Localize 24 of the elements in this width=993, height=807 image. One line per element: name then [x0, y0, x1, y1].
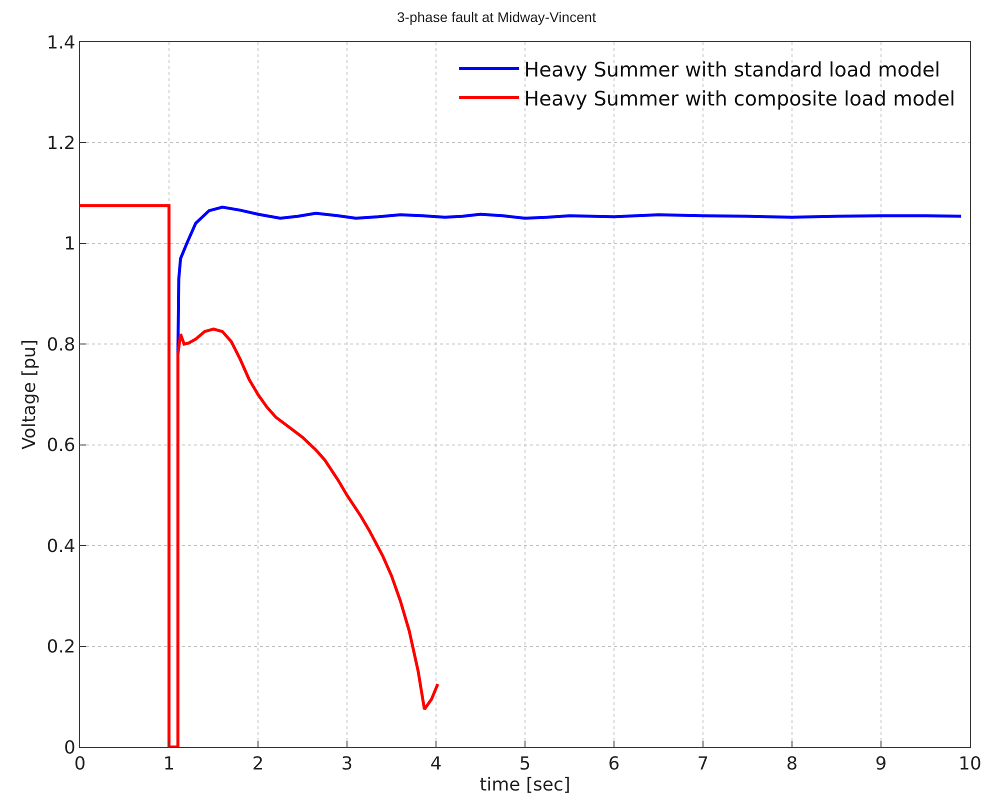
y-tick-label: 0.8: [46, 334, 76, 356]
legend-label: Heavy Summer with composite load model: [524, 86, 956, 110]
x-tick-label: 6: [608, 754, 620, 775]
y-tick-label: 1.2: [46, 133, 76, 154]
x-tick-label: 10: [958, 754, 982, 775]
line-series: [80, 204, 440, 747]
x-axis-title: time [sec]: [480, 774, 570, 796]
x-tick-label: 7: [697, 754, 709, 775]
x-tick-label: 4: [430, 754, 442, 775]
x-tick-label: 8: [786, 754, 798, 775]
legend-label: Heavy Summer with standard load model: [524, 57, 940, 82]
y-axis-title: Voltage [pu]: [18, 339, 40, 450]
y-tick-label: 0: [64, 737, 76, 758]
y-tick-label: 0.2: [46, 636, 76, 658]
y-tick-label: 1: [64, 234, 76, 255]
x-tick-label: 9: [875, 754, 887, 775]
x-tick-label: 5: [519, 754, 531, 775]
x-tick-label: 2: [252, 754, 264, 775]
y-tick-label: 0.4: [46, 536, 76, 557]
y-tick-label: 1.4: [46, 32, 76, 54]
x-tick-label: 1: [163, 754, 175, 775]
chart-title: 3-phase fault at Midway-Vincent: [397, 8, 596, 25]
x-tick-label: 3: [341, 754, 353, 775]
y-tick-label: 0.6: [46, 435, 76, 456]
